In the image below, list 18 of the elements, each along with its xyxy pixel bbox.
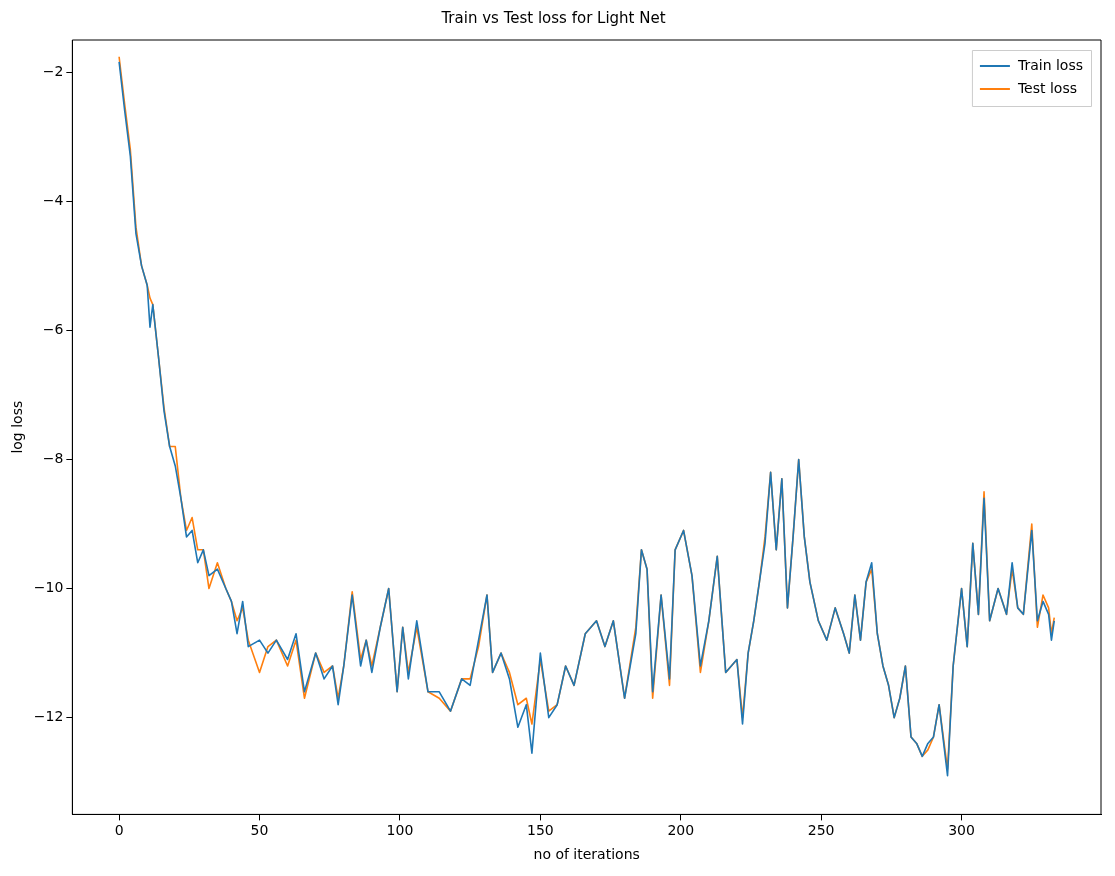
x-tick-label: 150 (526, 822, 554, 839)
legend-label: Train loss (1016, 56, 1084, 73)
x-tick-label: 200 (667, 822, 695, 839)
y-tick-label: −2 (42, 62, 64, 79)
x-tick-label: 100 (386, 822, 414, 839)
y-tick-label: −10 (33, 579, 64, 596)
y-tick-label: −8 (42, 450, 64, 467)
x-axis-title: no of iterations (533, 846, 640, 863)
x-tick-label: 50 (250, 822, 269, 839)
x-tick-label: 0 (114, 822, 124, 839)
y-tick-label: −6 (42, 321, 64, 338)
y-axis-title: log loss (9, 400, 26, 454)
x-tick-label: 300 (948, 822, 975, 839)
y-tick-label: −4 (42, 191, 64, 208)
x-tick-label: 250 (807, 822, 835, 839)
y-tick-label: −12 (33, 708, 64, 725)
chart-title: Train vs Test loss for Light Net (440, 8, 666, 27)
legend-label: Test loss (1016, 79, 1077, 96)
